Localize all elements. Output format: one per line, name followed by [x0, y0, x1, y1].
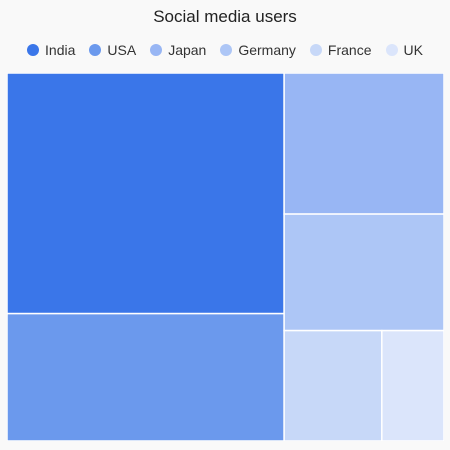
legend-marker-france [309, 44, 322, 56]
treemap-tile-france[interactable] [283, 329, 383, 441]
legend-label-france: France [327, 42, 372, 58]
legend-label-usa: USA [107, 42, 137, 58]
treemap-tile-germany[interactable] [283, 213, 444, 332]
legend-marker-japan [150, 44, 163, 56]
legend-item-france[interactable]: France [309, 42, 372, 58]
legend-item-germany[interactable]: Germany [220, 42, 296, 58]
treemap-tile-japan[interactable] [283, 73, 444, 215]
legend-item-uk[interactable]: UK [385, 42, 423, 58]
legend-label-uk: UK [403, 42, 423, 58]
legend-label-japan: Japan [168, 42, 207, 58]
chart-legend: India USA Japan Germany France UK [0, 42, 450, 58]
treemap-tile-india[interactable] [7, 73, 285, 315]
legend-item-india[interactable]: India [27, 42, 75, 58]
legend-label-india: India [45, 42, 76, 58]
legend-marker-india [27, 44, 40, 56]
legend-marker-uk [385, 44, 398, 56]
chart-title: Social media users [153, 7, 297, 26]
treemap-tile-uk[interactable] [381, 329, 444, 441]
treemap-plot [7, 73, 444, 441]
legend-item-usa[interactable]: USA [89, 42, 136, 58]
legend-item-japan[interactable]: Japan [150, 42, 206, 58]
legend-marker-germany [220, 44, 233, 56]
legend-label-germany: Germany [238, 42, 296, 58]
treemap-tile-usa[interactable] [7, 312, 285, 441]
legend-marker-usa [89, 44, 102, 56]
